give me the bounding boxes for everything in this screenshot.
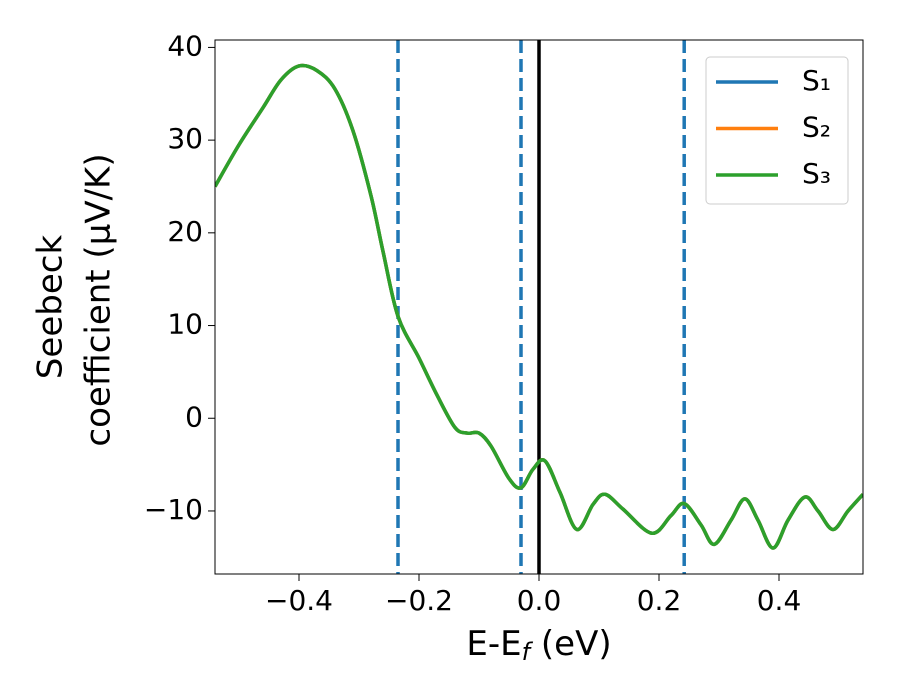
legend-label: S₁ [802,64,831,97]
x-label-part: E-E [466,624,521,664]
plot-area [215,40,863,574]
y-axis-label: Seebeck [31,235,71,380]
y-axis-label: coefficient (μV/K) [79,153,119,446]
axes-frame [214,39,864,575]
y-tick-label: 10 [167,308,203,341]
x-label-part: (eV) [530,624,612,664]
x-tick-label: −0.4 [265,584,333,617]
x-axis-label: E-Ef (eV) [466,624,611,667]
series-line [215,63,863,550]
legend-box [705,56,849,205]
y-tick-label: 0 [185,400,203,433]
x-tick-label: 0.0 [517,584,562,617]
x-tick-label: 0.4 [757,584,802,617]
x-tick-label: 0.2 [637,584,682,617]
x-tick-label: −0.2 [385,584,453,617]
y-tick-label: 30 [167,122,203,155]
legend-label: S₂ [802,111,831,144]
y-tick-label: 40 [167,29,203,62]
y-tick-label: −10 [144,493,203,526]
legend-label: S₃ [802,157,831,190]
y-tick-label: 20 [167,215,203,248]
